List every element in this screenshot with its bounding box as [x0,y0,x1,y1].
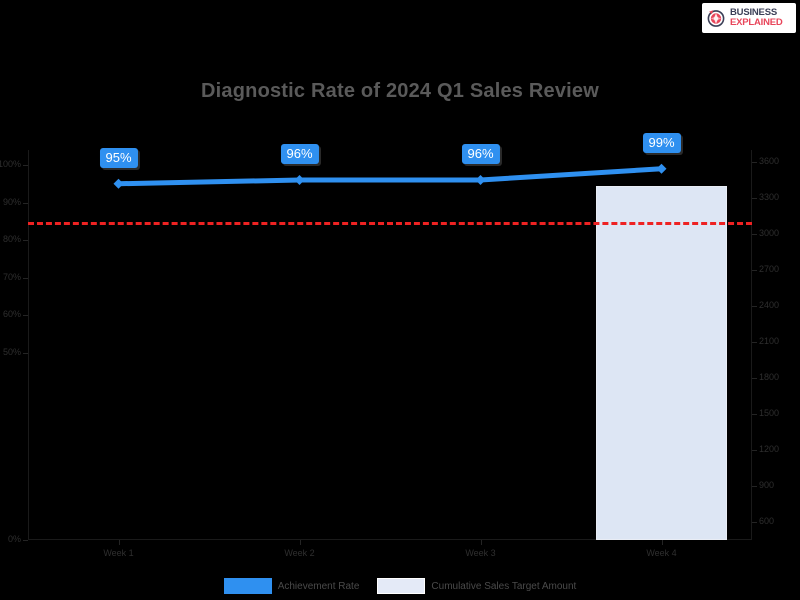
compass-globe-icon [705,7,727,29]
data-label: 99% [642,132,681,153]
right-axis-label: 2700 [759,264,780,274]
x-axis-label: Week 3 [465,548,496,558]
data-label: 96% [280,144,319,164]
legend-item-line[interactable]: Achievement Rate [223,578,360,594]
logo-line-2: EXPLAINED [730,17,783,28]
right-axis-label: 600 [759,516,775,526]
left-axis-tick [23,277,28,279]
left-axis-tick [23,540,28,541]
right-axis-spine [751,150,752,540]
x-axis-tick [480,540,482,545]
data-point-marker[interactable] [475,175,486,185]
data-point-marker[interactable] [113,178,124,189]
legend-item-bar[interactable]: Cumulative Sales Target Amount [377,578,576,594]
data-point-marker[interactable] [656,163,667,174]
legend-label-bar: Cumulative Sales Target Amount [431,580,577,592]
line-series [113,163,667,189]
logo-wordmark: BUSINESS EXPLAINED [730,8,783,27]
right-axis-tick [752,414,757,415]
right-axis-label: 2100 [759,336,780,346]
x-axis-tick [661,540,663,545]
left-axis-tick [23,202,28,204]
x-axis-tick [299,540,301,545]
right-axis-tick [752,486,757,487]
left-axis-label: 0% [7,534,21,544]
data-label: 96% [461,144,500,164]
right-axis-tick [752,270,757,271]
x-axis-label: Week 1 [103,548,134,558]
legend-label-line: Achievement Rate [277,580,360,592]
right-axis-label: 1500 [759,408,780,418]
right-axis-label: 2400 [759,300,780,310]
left-axis-label: 70% [2,271,21,282]
right-axis-tick [752,378,757,379]
right-axis-label: 1800 [759,372,780,382]
left-axis-tick [23,315,28,316]
right-axis-label: 3300 [759,192,780,202]
left-axis-label: 50% [2,346,21,357]
right-axis-tick [752,450,757,451]
right-axis-label: 1200 [759,444,780,454]
left-axis-tick [23,165,28,166]
plot-inner: 100% 90% 80% 70% 60% 50% 0% 3600 3300 3000 2700 240… [0,132,779,558]
left-axis-label: 90% [2,196,21,207]
x-axis-label: Week 4 [646,548,677,558]
left-axis-label: 80% [2,234,21,244]
x-axis-tick [118,540,120,545]
data-label: 95% [99,147,138,168]
right-axis-tick [752,234,757,235]
data-point-marker[interactable] [294,175,305,185]
right-axis-tick [752,342,757,343]
right-axis-label: 3000 [759,228,780,238]
left-axis-label: 60% [2,309,21,319]
chart-legend: Achievement Rate Cumulative Sales Target… [0,578,800,594]
right-axis-tick [752,522,757,523]
legend-swatch-line [223,578,272,594]
brand-logo: BUSINESS EXPLAINED [702,3,796,33]
right-axis-tick [752,162,757,163]
chart-title: Diagnostic Rate of 2024 Q1 Sales Review [201,80,599,102]
left-axis-label: 100% [0,159,21,169]
plot-area: 100% 90% 80% 70% 60% 50% 0% 3600 3300 3000 2700 240… [0,132,779,558]
left-axis-tick [23,352,28,354]
legend-swatch-bar [377,578,426,594]
right-axis-label: 900 [759,480,775,490]
x-axis-label: Week 2 [284,548,315,558]
bar[interactable] [596,186,727,540]
right-axis-tick [752,306,757,307]
target-threshold-line [28,222,752,225]
left-axis-tick [23,240,28,241]
right-axis-tick [752,198,757,199]
right-axis-label: 3600 [759,156,780,166]
logo-line-1: BUSINESS [730,7,777,19]
bottom-axis-spine [28,539,752,540]
left-axis-spine [28,150,29,540]
